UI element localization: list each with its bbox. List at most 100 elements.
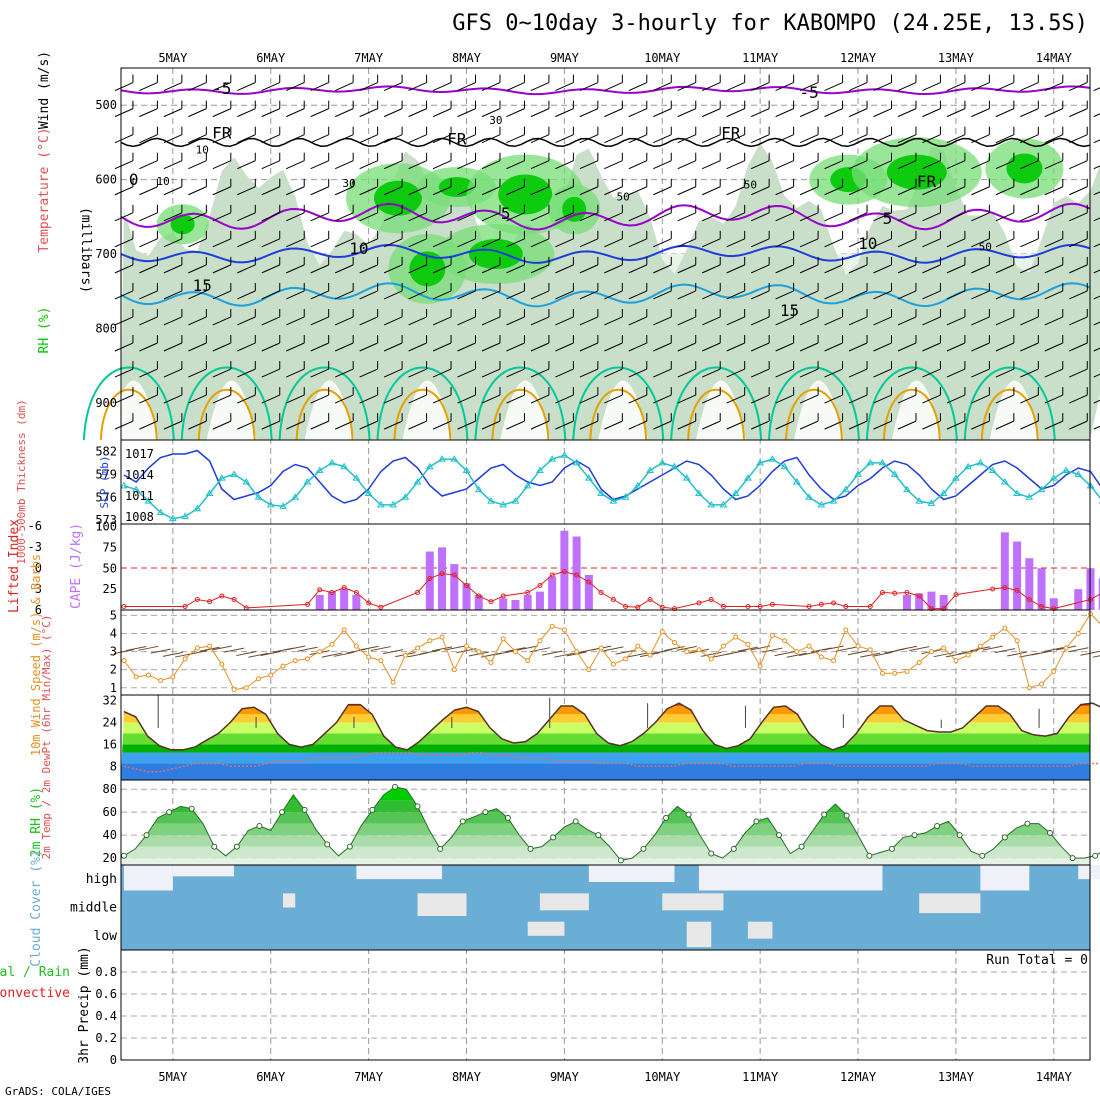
wind-barb [506,368,525,378]
thickness-point [927,499,936,506]
surface-wind-barb [603,646,624,652]
surface-wind-barb [750,645,771,651]
surface-wind-barb [982,645,1003,651]
wind-speed-point [182,656,188,662]
wind-barb [775,160,794,170]
wind-barb [286,238,305,248]
wind-barb [506,420,525,430]
wind-barb [604,368,623,378]
wind-barb [408,238,427,248]
thickness-point [939,489,948,496]
wind-barb [750,368,770,378]
wind-barb [310,212,329,222]
wind-tick-label: 3 [110,645,117,659]
surface-wind-barb [835,646,856,652]
precip-convective-label: Convective [0,986,70,1001]
wind-barb [359,212,378,222]
day-label-bottom: 6MAY [256,1070,286,1084]
wind-speed-point [1075,631,1081,637]
wind-barb [139,108,158,118]
wind-barb [677,82,696,92]
wind-barb [286,264,305,274]
wind-barb [212,394,232,404]
wind-barb [408,368,427,378]
cloud-clear-cell [417,893,467,916]
wind-speed-point [219,661,225,667]
wind-barb [677,368,696,378]
wind-barb [334,368,354,378]
wind-barb [873,134,892,144]
wind-barb [383,264,403,274]
lifted-index-point [341,585,347,591]
rh-dry-plume [206,380,257,440]
wind-barb [873,342,892,352]
rh-point [459,818,466,825]
wind-barb [432,342,452,352]
wind-barb [848,108,868,118]
lifted-index-point [843,604,849,610]
wind-barb [383,368,403,378]
wind-barb [261,160,280,170]
wind-barb [212,186,232,196]
wind-barb [1069,212,1088,222]
wind-barb [579,186,599,196]
wind-barb [1093,295,1100,300]
wind-barb [188,134,207,144]
wind-barb [530,238,550,248]
lifted-index-point [941,606,947,612]
wind-barb [286,394,305,404]
wind-barb [750,316,770,326]
upper-air-ylabel-part: Wind (m/s) [37,51,52,129]
wind-speed-point [990,634,996,640]
thickness-point [279,502,287,509]
wind-barb [873,420,892,430]
cloud-row-label: high [86,872,117,887]
wind-barb [946,290,966,300]
thickness-point [181,512,189,519]
panel-frame [120,439,1091,525]
rh-point [527,845,534,852]
wind-barb [457,186,476,196]
cape-bar [915,593,924,610]
cape-bar [1074,589,1083,610]
wind-barb [848,82,868,92]
wind-barb [530,212,550,222]
temperature-contour-label: 15 [193,276,212,295]
cape-bar [560,530,569,610]
surface-wind-barb [554,652,575,658]
wind-speed-point [965,652,971,658]
wind-barb [579,368,599,378]
dewpoint-line [123,751,1100,773]
wind-barb [799,108,819,118]
wind-speed-point [1063,645,1069,651]
thickness-point [291,493,300,500]
thickness-point [1025,493,1034,500]
wind-barb [824,368,843,378]
thickness-point [952,474,960,481]
wind-speed-point [672,640,678,646]
wind-barb [775,316,794,326]
wind-barb [163,342,183,352]
wind-barb [334,82,354,92]
rh-point [482,809,489,816]
wind-barb [457,238,476,248]
wind-barb [188,82,207,92]
thickness-point [597,489,605,496]
wind-barb [432,108,452,118]
rh-dry-plume [793,380,844,440]
li-tick-label: 3 [35,582,42,596]
wind-barb [1093,347,1100,352]
wind-barb [1044,160,1063,170]
wind-barb [188,342,207,352]
surface-wind-barb [113,649,135,655]
wind-barb [946,108,966,118]
wind-barb [481,394,501,404]
wind-barb [750,420,770,430]
wind-barb [114,342,134,352]
wind-barb [530,420,550,430]
wind-barb [946,420,966,430]
wind-barb [212,342,232,352]
wind-barb [1020,420,1039,430]
wind-barb [775,212,794,222]
wind-barb [628,134,648,144]
